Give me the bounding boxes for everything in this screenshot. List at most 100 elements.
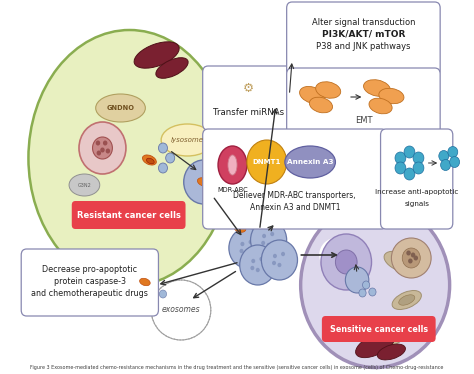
Circle shape: [404, 168, 415, 180]
Circle shape: [251, 259, 255, 263]
Ellipse shape: [240, 226, 254, 234]
Circle shape: [262, 234, 266, 238]
Circle shape: [239, 249, 244, 253]
Circle shape: [363, 281, 370, 289]
Ellipse shape: [300, 86, 324, 104]
Ellipse shape: [399, 295, 415, 305]
Ellipse shape: [92, 137, 112, 159]
Ellipse shape: [369, 98, 392, 114]
Circle shape: [245, 251, 249, 255]
Text: ⚙: ⚙: [243, 82, 255, 95]
Circle shape: [450, 156, 460, 168]
FancyBboxPatch shape: [203, 66, 295, 130]
Ellipse shape: [140, 278, 150, 286]
Circle shape: [270, 232, 274, 236]
Circle shape: [336, 250, 357, 274]
Text: Alter signal transduction: Alter signal transduction: [312, 18, 415, 27]
Circle shape: [277, 263, 282, 267]
Ellipse shape: [234, 224, 246, 232]
Circle shape: [251, 220, 287, 260]
Ellipse shape: [146, 158, 154, 164]
Circle shape: [413, 162, 424, 174]
Ellipse shape: [161, 124, 213, 156]
Circle shape: [259, 257, 264, 261]
Ellipse shape: [384, 251, 417, 273]
Text: signals: signals: [404, 201, 429, 207]
Circle shape: [281, 252, 285, 256]
Ellipse shape: [69, 174, 100, 196]
Ellipse shape: [392, 238, 431, 278]
Ellipse shape: [319, 237, 356, 273]
Circle shape: [158, 163, 167, 173]
Text: Annexin A3: Annexin A3: [287, 159, 333, 165]
Circle shape: [369, 288, 376, 296]
FancyBboxPatch shape: [287, 68, 440, 138]
Text: and chemotherapeutic drugs: and chemotherapeutic drugs: [31, 289, 148, 298]
Circle shape: [103, 141, 108, 145]
Circle shape: [321, 234, 372, 290]
Ellipse shape: [379, 88, 404, 104]
Ellipse shape: [218, 146, 247, 184]
Circle shape: [346, 267, 369, 293]
FancyBboxPatch shape: [381, 129, 453, 229]
Ellipse shape: [228, 155, 237, 175]
Circle shape: [273, 254, 277, 258]
Text: exosomes: exosomes: [162, 306, 201, 315]
Circle shape: [439, 150, 449, 162]
Ellipse shape: [197, 178, 210, 186]
Circle shape: [240, 242, 245, 246]
Circle shape: [100, 147, 105, 153]
Ellipse shape: [364, 80, 391, 96]
FancyBboxPatch shape: [21, 249, 158, 316]
Circle shape: [158, 143, 167, 153]
FancyBboxPatch shape: [72, 201, 185, 229]
Text: Deliever MDR-ABC transporters,: Deliever MDR-ABC transporters,: [234, 190, 356, 199]
Text: PI3K/AKT/ mTOR: PI3K/AKT/ mTOR: [322, 30, 405, 39]
Ellipse shape: [366, 325, 402, 344]
Ellipse shape: [392, 291, 421, 310]
Circle shape: [261, 240, 298, 280]
Circle shape: [266, 243, 271, 247]
Ellipse shape: [156, 58, 188, 78]
Text: MDR-ABC: MDR-ABC: [217, 187, 248, 193]
Circle shape: [395, 152, 406, 164]
Text: Increase anti-apoptotic: Increase anti-apoptotic: [375, 189, 458, 195]
Text: P38 and JNK pathways: P38 and JNK pathways: [316, 42, 410, 50]
Circle shape: [413, 255, 418, 261]
Text: GNDNO: GNDNO: [107, 105, 135, 111]
Text: G3N2: G3N2: [78, 183, 91, 187]
Text: Decrease pro-apoptotic: Decrease pro-apoptotic: [42, 266, 137, 275]
Text: EMT: EMT: [355, 116, 372, 125]
Ellipse shape: [301, 203, 449, 367]
Ellipse shape: [96, 94, 146, 122]
Circle shape: [413, 152, 424, 164]
Text: Transfer miRNAs: Transfer miRNAs: [213, 107, 284, 116]
Circle shape: [404, 146, 415, 158]
Ellipse shape: [316, 82, 341, 98]
Circle shape: [256, 268, 260, 272]
Circle shape: [395, 162, 406, 174]
Text: Resistant cancer cells: Resistant cancer cells: [77, 211, 181, 220]
FancyBboxPatch shape: [322, 316, 436, 342]
Circle shape: [229, 228, 265, 268]
Circle shape: [166, 153, 175, 163]
Circle shape: [184, 160, 223, 204]
FancyBboxPatch shape: [287, 2, 440, 76]
Circle shape: [406, 251, 411, 255]
FancyBboxPatch shape: [203, 129, 387, 229]
Circle shape: [96, 141, 100, 145]
Circle shape: [272, 261, 276, 265]
Ellipse shape: [310, 97, 333, 113]
Circle shape: [247, 140, 287, 184]
Ellipse shape: [374, 330, 394, 340]
Circle shape: [159, 290, 166, 298]
Ellipse shape: [28, 30, 231, 286]
Text: protein caspase-3: protein caspase-3: [54, 278, 126, 286]
Circle shape: [261, 241, 265, 245]
Circle shape: [240, 245, 276, 285]
Ellipse shape: [377, 344, 405, 360]
Text: DNMT1: DNMT1: [253, 159, 281, 165]
Circle shape: [359, 289, 366, 297]
Circle shape: [248, 240, 253, 244]
Circle shape: [106, 148, 110, 153]
